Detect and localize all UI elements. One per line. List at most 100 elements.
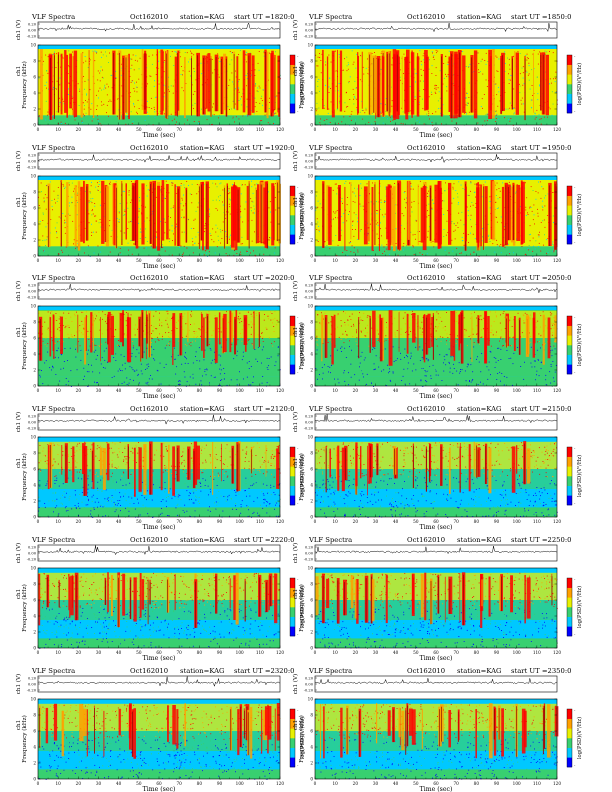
sferic-core xyxy=(373,57,375,113)
y-tick-label: 6 xyxy=(310,206,313,211)
spectrogram-speckle xyxy=(231,345,233,347)
spectrogram-speckle xyxy=(316,102,318,104)
spectrogram-speckle xyxy=(246,54,248,56)
spectrogram-speckle xyxy=(239,251,241,253)
spectrogram-speckle xyxy=(372,182,373,184)
spectrogram-speckle xyxy=(129,366,131,368)
spectrogram-speckle xyxy=(355,229,356,230)
sferic-core xyxy=(191,58,192,116)
spectrogram-speckle xyxy=(98,97,99,99)
spectrogram-speckle xyxy=(189,377,191,379)
spectrogram-speckle xyxy=(217,53,219,55)
x-tick-label: 90 xyxy=(494,127,500,132)
spectrogram-speckle xyxy=(511,345,512,347)
spectrogram-speckle xyxy=(363,251,365,253)
spectrogram-speckle xyxy=(227,106,229,108)
spectrogram-speckle xyxy=(166,365,167,366)
x-tick-label: 50 xyxy=(136,127,142,132)
spectrogram-speckle xyxy=(487,235,489,237)
spectrogram-speckle xyxy=(146,111,148,113)
spectrogram-speckle xyxy=(329,248,331,250)
spectrogram-speckle xyxy=(64,188,65,189)
spectrogram-speckle xyxy=(128,382,130,384)
spectrogram-speckle xyxy=(58,253,59,255)
sferic-streak xyxy=(545,54,549,116)
spectrogram-speckle xyxy=(506,376,508,378)
spectrogram-speckle xyxy=(97,190,99,191)
spectrogram-speckle xyxy=(189,374,191,376)
spectrogram-speckle xyxy=(244,352,245,354)
spectrogram-speckle xyxy=(502,251,504,253)
spectrogram-speckle xyxy=(169,229,171,231)
x-tick-label: 120 xyxy=(553,258,561,263)
spectrogram-speckle xyxy=(469,381,470,382)
spectrogram-speckle xyxy=(51,369,52,371)
spectrogram-speckle xyxy=(357,345,359,347)
spectrogram-speckle xyxy=(146,364,148,366)
spectrogram-speckle xyxy=(185,119,187,121)
spectrogram-speckle xyxy=(132,369,134,371)
spectrogram-speckle xyxy=(356,53,358,55)
spectrogram-speckle xyxy=(473,192,475,193)
spectrogram-speckle xyxy=(256,111,258,112)
sferic-streak xyxy=(64,50,67,113)
spectrogram-speckle xyxy=(336,193,338,195)
spectrogram-speckle xyxy=(251,117,253,119)
spectrogram-speckle xyxy=(210,349,212,351)
spectrogram-speckle xyxy=(362,110,364,111)
spectrogram-speckle xyxy=(89,191,91,193)
spectrogram-speckle xyxy=(241,236,243,238)
spectrogram-speckle xyxy=(124,368,126,370)
spectrogram-speckle xyxy=(252,201,254,203)
spectrogram-speckle xyxy=(357,251,359,253)
spectrogram-speckle xyxy=(501,222,503,224)
spectrogram-speckle xyxy=(439,97,441,99)
spectrogram-speckle xyxy=(360,355,362,357)
trace-tick-label: 0.20 xyxy=(28,284,37,288)
spectrogram-speckle xyxy=(481,196,483,198)
spectrogram-speckle xyxy=(466,102,468,104)
spectrogram-speckle xyxy=(315,54,317,56)
spectrogram-speckle xyxy=(409,327,410,329)
spectrogram-speckle xyxy=(423,123,425,125)
spectrogram-speckle xyxy=(532,95,533,96)
spectrogram-speckle xyxy=(531,69,533,71)
spectrogram-speckle xyxy=(168,311,169,312)
spectrogram-speckle xyxy=(385,335,387,337)
spectrogram-speckle xyxy=(439,354,441,356)
spectrogram-speckle xyxy=(148,378,150,380)
colorbar-tick-label: - xyxy=(574,185,576,190)
spectrogram-speckle xyxy=(546,252,547,254)
spectrogram-speckle xyxy=(253,376,254,378)
spectrogram-speckle xyxy=(334,378,335,380)
spectrogram-speckle xyxy=(520,99,522,101)
spectrogram-speckle xyxy=(496,113,498,115)
spectrogram-speckle xyxy=(319,122,321,124)
spectrogram-speckle xyxy=(410,231,412,233)
spectrogram-speckle xyxy=(87,353,88,355)
spectrogram-speckle xyxy=(78,330,80,332)
spectrogram-speckle xyxy=(146,347,148,349)
spectrogram-speckle xyxy=(477,351,479,352)
spectrogram-speckle xyxy=(431,94,433,95)
spectrogram-speckle xyxy=(359,195,361,196)
panel-title: VLF Spectra xyxy=(31,144,75,152)
spectrogram-speckle xyxy=(43,250,45,252)
spectrogram-speckle xyxy=(380,364,382,366)
spectrogram-speckle xyxy=(550,365,552,367)
spectrogram-speckle xyxy=(100,226,102,228)
spectrogram-speckle xyxy=(98,381,100,382)
spectrogram-speckle xyxy=(228,121,230,123)
spectrogram-speckle xyxy=(87,316,88,318)
spectrogram-speckle xyxy=(267,239,269,241)
spectrogram-speckle xyxy=(428,112,430,114)
spectrogram-speckle xyxy=(54,51,55,53)
spectrogram-speckle xyxy=(83,76,84,77)
spectrogram-speckle xyxy=(220,354,222,356)
spectrogram-speckle xyxy=(340,320,342,321)
band-mid-green xyxy=(315,338,557,358)
spectrogram-speckle xyxy=(235,88,236,90)
spectrogram-speckle xyxy=(174,359,176,360)
spectrogram-speckle xyxy=(262,341,264,342)
colorbar-label: log(PSD)(V²/Hz) xyxy=(299,324,306,366)
